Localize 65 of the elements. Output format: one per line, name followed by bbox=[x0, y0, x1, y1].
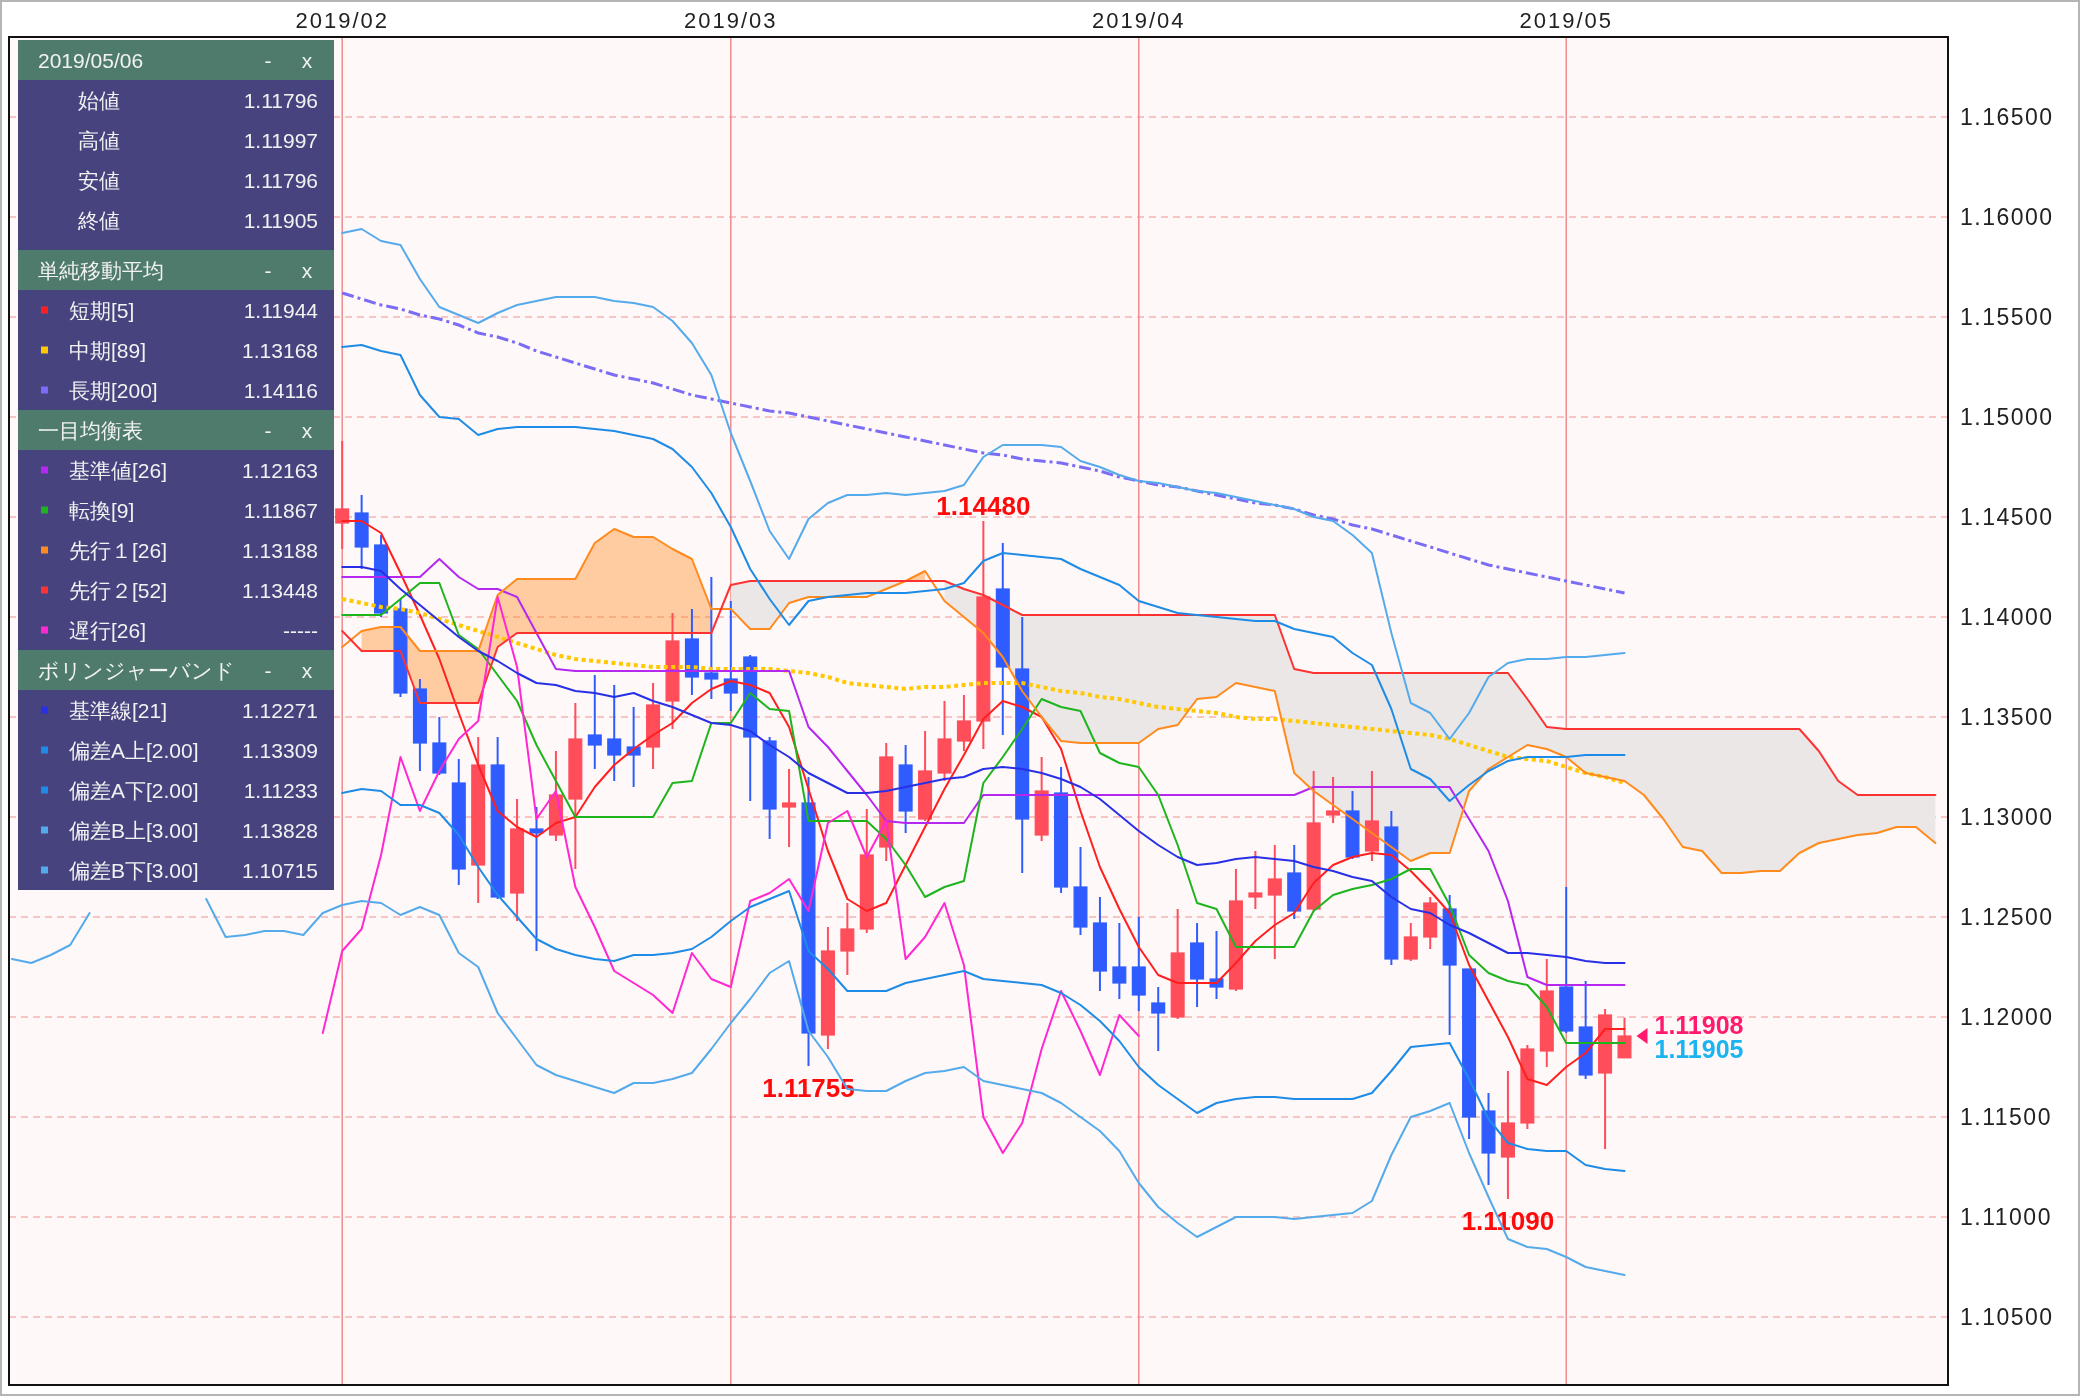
y-tick-label: 1.16000 bbox=[1960, 204, 2054, 230]
legend-label: 転換[9] bbox=[69, 498, 135, 522]
annotation: 終値 bbox=[77, 208, 120, 232]
button-close: x bbox=[301, 418, 313, 442]
legend-label: 基準値[26] bbox=[69, 458, 168, 482]
legend-label: 先行１[26] bbox=[69, 538, 168, 562]
button-minimize: - bbox=[264, 48, 272, 72]
annotation: 2019/05/06 bbox=[38, 48, 144, 72]
annotation: 高値 bbox=[78, 128, 120, 152]
annotation: 1.11796 bbox=[243, 168, 318, 192]
annotation: 1.13828 bbox=[242, 818, 318, 842]
annotation: 安値 bbox=[78, 168, 120, 192]
annotation: 1.13309 bbox=[242, 738, 318, 762]
annotation: 単純移動平均 bbox=[38, 258, 164, 282]
annotation: 始値 bbox=[78, 88, 120, 112]
button-minimize: - bbox=[264, 658, 272, 682]
button-minimize: - bbox=[264, 418, 272, 442]
y-tick-label: 1.13000 bbox=[1960, 804, 2054, 830]
x-tick-label: 2019/02 bbox=[295, 7, 389, 33]
annotation: 1.14480 bbox=[936, 491, 1031, 521]
annotation: 1.13188 bbox=[242, 538, 318, 562]
legend-label: 先行２[52] bbox=[69, 578, 168, 602]
annotation: 1.13448 bbox=[242, 578, 318, 602]
x-tick-label: 2019/03 bbox=[684, 7, 778, 33]
annotation: ----- bbox=[283, 618, 318, 642]
annotation: 1.10715 bbox=[242, 858, 318, 882]
x-tick-label: 2019/05 bbox=[1519, 7, 1613, 33]
annotation: 1.11905 bbox=[243, 208, 318, 232]
y-tick-label: 1.15000 bbox=[1960, 404, 2054, 430]
y-tick-label: 1.14000 bbox=[1960, 604, 2054, 630]
annotation: 1.13168 bbox=[242, 338, 318, 362]
annotation: 1.12163 bbox=[242, 458, 318, 482]
annotation: 1.11755 bbox=[762, 1073, 855, 1103]
legend-label: 遅行[26] bbox=[69, 618, 147, 642]
annotation: 1.14116 bbox=[243, 378, 318, 402]
y-tick-label: 1.12000 bbox=[1960, 1004, 2054, 1030]
button-close: x bbox=[301, 48, 313, 72]
button-close: x bbox=[301, 658, 313, 682]
y-tick-label: 1.12500 bbox=[1960, 904, 2054, 930]
annotation: ボリンジャーバンド bbox=[38, 658, 235, 682]
annotation: 一目均衡表 bbox=[38, 418, 143, 442]
y-tick-label: 1.11500 bbox=[1960, 1104, 2052, 1130]
y-tick-label: 1.16500 bbox=[1960, 104, 2054, 130]
annotation: 1.11944 bbox=[243, 298, 319, 322]
legend-label: 偏差A上[2.00] bbox=[69, 738, 199, 762]
y-tick-label: 1.11000 bbox=[1960, 1204, 2052, 1230]
y-tick-label: 1.14500 bbox=[1960, 504, 2054, 530]
legend-label: 偏差B上[3.00] bbox=[69, 818, 199, 842]
legend-label: 偏差A下[2.00] bbox=[69, 778, 199, 802]
x-tick-label: 2019/04 bbox=[1092, 7, 1186, 33]
annotation: 1.11796 bbox=[243, 88, 318, 112]
annotation: 1.12271 bbox=[242, 698, 318, 722]
annotation: 1.11233 bbox=[243, 778, 318, 802]
legend-label: 短期[5] bbox=[69, 298, 135, 322]
y-tick-label: 1.10500 bbox=[1960, 1304, 2054, 1330]
y-tick-label: 1.13500 bbox=[1960, 704, 2054, 730]
annotation: 1.11867 bbox=[243, 498, 318, 522]
button-close: x bbox=[301, 258, 313, 282]
legend-label: 基準線[21] bbox=[69, 698, 168, 722]
legend-label: 中期[89] bbox=[69, 338, 147, 362]
button-minimize: - bbox=[264, 258, 272, 282]
legend-label: 偏差B下[3.00] bbox=[69, 858, 199, 882]
y-tick-label: 1.15500 bbox=[1960, 304, 2054, 330]
legend-label: 長期[200] bbox=[69, 378, 158, 402]
annotation: 1.11997 bbox=[243, 128, 318, 152]
